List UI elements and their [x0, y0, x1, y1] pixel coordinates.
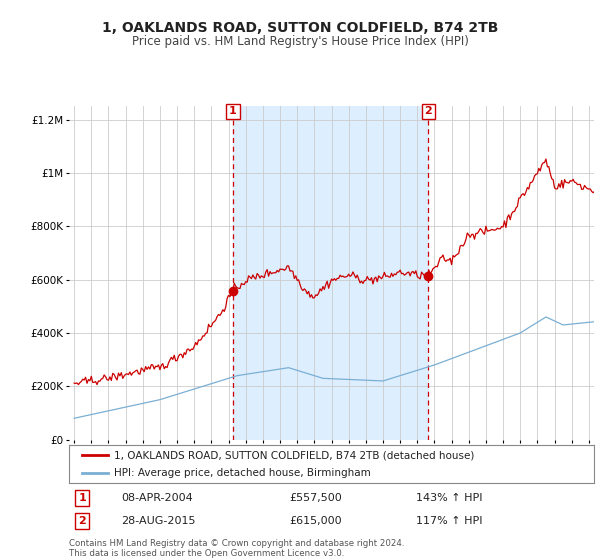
- Text: 2: 2: [78, 516, 86, 526]
- Bar: [233, 106, 428, 440]
- Text: 1, OAKLANDS ROAD, SUTTON COLDFIELD, B74 2TB (detached house): 1, OAKLANDS ROAD, SUTTON COLDFIELD, B74 …: [113, 450, 474, 460]
- Text: £615,000: £615,000: [290, 516, 342, 526]
- Text: 1: 1: [78, 493, 86, 503]
- Text: 143% ↑ HPI: 143% ↑ HPI: [415, 493, 482, 503]
- Text: 1, OAKLANDS ROAD, SUTTON COLDFIELD, B74 2TB: 1, OAKLANDS ROAD, SUTTON COLDFIELD, B74 …: [102, 21, 498, 35]
- Text: Contains HM Land Registry data © Crown copyright and database right 2024.
This d: Contains HM Land Registry data © Crown c…: [69, 539, 404, 558]
- Text: £557,500: £557,500: [290, 493, 342, 503]
- Text: 117% ↑ HPI: 117% ↑ HPI: [415, 516, 482, 526]
- Text: HPI: Average price, detached house, Birmingham: HPI: Average price, detached house, Birm…: [113, 468, 370, 478]
- Text: Price paid vs. HM Land Registry's House Price Index (HPI): Price paid vs. HM Land Registry's House …: [131, 35, 469, 48]
- Text: 28-AUG-2015: 28-AUG-2015: [121, 516, 196, 526]
- Text: 1: 1: [229, 106, 237, 116]
- Text: 08-APR-2004: 08-APR-2004: [121, 493, 193, 503]
- Text: 2: 2: [425, 106, 433, 116]
